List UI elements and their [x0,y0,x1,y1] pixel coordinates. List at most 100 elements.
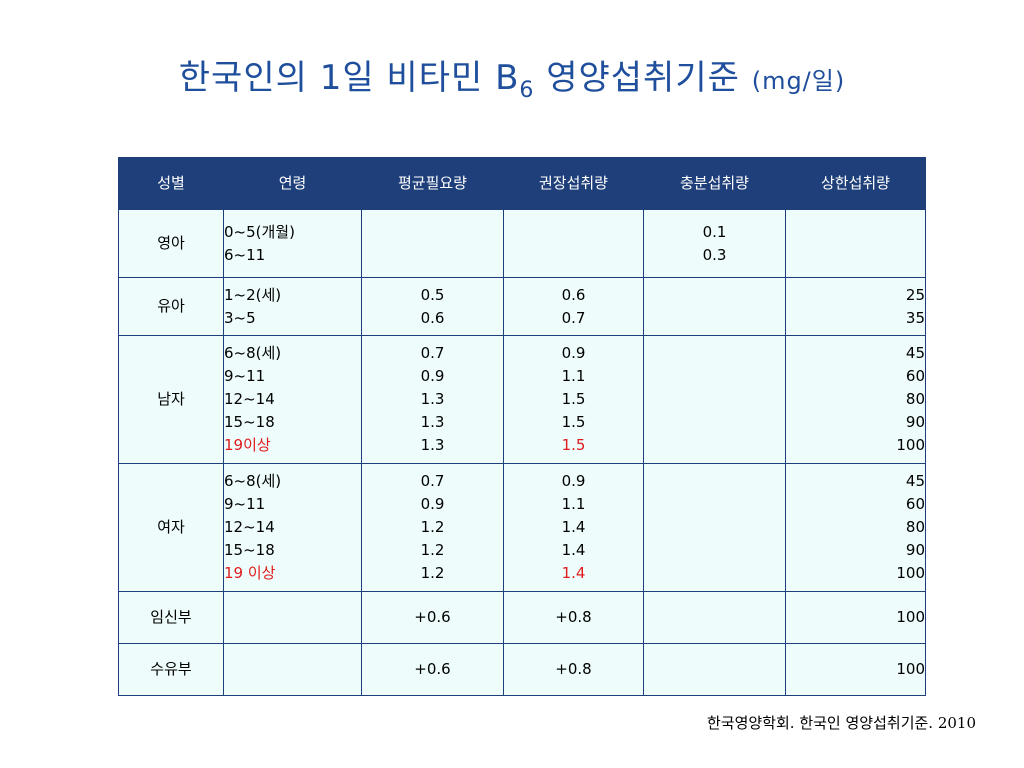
age-cell: 6~8(세) 9~11 12~14 15~18 19 이상 [223,463,362,592]
ul-value: 45 [905,472,925,490]
age-value: 0~5(개월) [224,222,295,241]
ear-cell: 0.7 0.9 1.2 1.2 1.2 [361,463,504,592]
header-ai: 충분섭취량 [643,157,786,210]
ear-value: 0.7 [420,344,445,362]
row-toddler: 유아 1~2(세) 3~5 0.5 0.6 0.6 0.7 25 35 [118,277,926,336]
row-female: 여자 6~8(세) 9~11 12~14 15~18 19 이상 0.7 0.9… [118,463,926,592]
ai-cell [643,643,786,696]
ul-value: 100 [896,564,925,582]
rni-cell: +0.8 [503,643,644,696]
age-value: 3~5 [224,308,256,327]
slide-title: 한국인의 1일 비타민 B6 영양섭취기준 (mg/일) [0,50,1024,102]
row-pregnant: 임신부 +0.6 +0.8 100 [118,591,926,644]
ear-value: 0.9 [420,495,445,513]
age-value: 6~8(세) [224,472,282,490]
ul-cell [785,209,926,278]
title-subscript: 6 [519,78,535,103]
rni-value: 0.9 [561,344,586,362]
ul-value: 60 [905,495,925,513]
age-value: 15~18 [224,413,275,431]
ul-value: 45 [905,344,925,362]
rni-value: 1.5 [561,390,586,408]
ai-cell [643,463,786,592]
rni-cell: 0.9 1.1 1.5 1.5 1.5 [503,335,644,464]
age-value-adult: 19이상 [224,436,271,454]
gender-cell: 영아 [118,209,224,278]
age-cell: 6~8(세) 9~11 12~14 15~18 19이상 [223,335,362,464]
rni-value: 1.4 [561,541,586,559]
rni-cell: 0.6 0.7 [503,277,644,336]
ai-cell [643,277,786,336]
header-ear: 평균필요량 [361,157,504,210]
ul-value: 35 [905,308,925,327]
age-value: 6~11 [224,245,266,264]
header-row: 성별 연령 평균필요량 권장섭취량 충분섭취량 상한섭취량 [118,157,926,210]
ear-cell: 0.7 0.9 1.3 1.3 1.3 [361,335,504,464]
rni-value: 1.1 [561,495,586,513]
ear-cell: 0.5 0.6 [361,277,504,336]
rni-value: 1.1 [561,367,586,385]
ear-value: 1.3 [420,390,445,408]
header-rni: 권장섭취량 [503,157,644,210]
age-value: 9~11 [224,495,266,513]
rni-value-adult: 1.4 [561,564,586,582]
ul-value: 25 [905,285,925,304]
age-value-adult: 19 이상 [224,564,276,582]
rni-value: 1.4 [561,518,586,536]
rni-cell: +0.8 [503,591,644,644]
gender-cell: 수유부 [118,643,224,696]
gender-cell: 임신부 [118,591,224,644]
ul-cell: 45 60 80 90 100 [785,463,926,592]
ai-cell [643,335,786,464]
ul-value: 60 [905,367,925,385]
ul-cell: 100 [785,643,926,696]
ul-cell: 45 60 80 90 100 [785,335,926,464]
age-value: 9~11 [224,367,266,385]
gender-cell: 유아 [118,277,224,336]
rni-value-adult: 1.5 [561,436,586,454]
ul-value: 100 [896,436,925,454]
rni-cell: 0.9 1.1 1.4 1.4 1.4 [503,463,644,592]
ear-cell: +0.6 [361,591,504,644]
ul-cell: 100 [785,591,926,644]
ul-value: 80 [905,518,925,536]
rni-value: 0.9 [561,472,586,490]
ear-value: 1.2 [420,518,445,536]
ear-cell [361,209,504,278]
ear-value: 0.6 [420,308,445,327]
ear-value: 0.7 [420,472,445,490]
row-male: 남자 6~8(세) 9~11 12~14 15~18 19이상 0.7 0.9 … [118,335,926,464]
title-rest: 영양섭취기준 [534,58,752,98]
ai-cell: 0.1 0.3 [643,209,786,278]
ear-value: 1.2 [420,541,445,559]
ul-value: 80 [905,390,925,408]
row-infant: 영아 0~5(개월) 6~11 0.1 0.3 [118,209,926,278]
gender-cell: 남자 [118,335,224,464]
age-value: 12~14 [224,518,275,536]
header-age: 연령 [223,157,362,210]
ear-value: 0.5 [420,285,445,304]
ai-value: 0.3 [702,245,727,264]
rni-value: 0.7 [561,308,586,327]
intake-table: 성별 연령 평균필요량 권장섭취량 충분섭취량 상한섭취량 영아 0~5(개월)… [118,157,926,696]
source-citation: 한국영양학회. 한국인 영양섭취기준. 2010 [706,714,976,732]
title-main: 한국인의 1일 비타민 B [178,58,520,98]
ear-value: 0.9 [420,367,445,385]
rni-value: 1.5 [561,413,586,431]
header-ul: 상한섭취량 [785,157,926,210]
rni-value: 0.6 [561,285,586,304]
ear-value: 1.2 [420,564,445,582]
ai-value: 0.1 [702,222,727,241]
ai-cell [643,591,786,644]
age-value: 12~14 [224,390,275,408]
age-cell [223,591,362,644]
row-lactating: 수유부 +0.6 +0.8 100 [118,643,926,696]
ul-value: 90 [905,413,925,431]
rni-cell [503,209,644,278]
age-value: 1~2(세) [224,285,282,304]
age-cell: 1~2(세) 3~5 [223,277,362,336]
ear-value: 1.3 [420,413,445,431]
gender-cell: 여자 [118,463,224,592]
ear-value: 1.3 [420,436,445,454]
age-value: 15~18 [224,541,275,559]
